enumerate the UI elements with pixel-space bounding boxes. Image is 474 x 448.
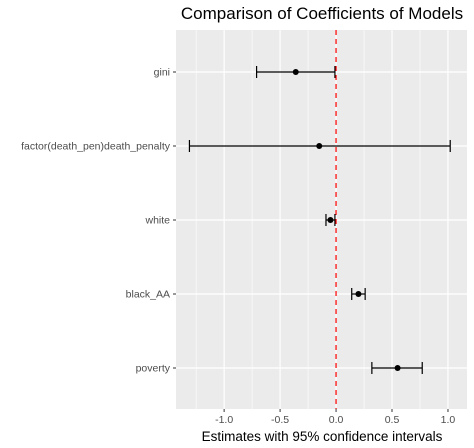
point-estimates [292,69,401,371]
y-tick-label: gini [154,67,170,79]
x-tick-label: -1.0 [215,414,233,426]
x-tick-labels: -1.0 -0.5 0.0 0.5 1.0 [215,409,455,426]
estimate-point [292,69,299,75]
chart-title: Comparison of Coefficients of Models [181,4,463,23]
x-tick-label: 0.5 [385,414,400,426]
x-tick-label: -0.5 [271,414,289,426]
x-axis-label: Estimates with 95% confidence intervals [202,429,443,444]
x-tick-label: 1.0 [441,414,456,426]
estimate-point [355,291,362,297]
x-tick-label: 0.0 [329,414,344,426]
y-tick-label: white [144,215,170,227]
estimate-point [316,143,323,149]
estimate-point [327,217,334,223]
y-tick-label: poverty [136,363,171,375]
y-tick-label: black_AA [126,289,170,301]
estimate-point [394,365,401,371]
y-tick-label: factor(death_pen)death_penalty [21,141,171,153]
